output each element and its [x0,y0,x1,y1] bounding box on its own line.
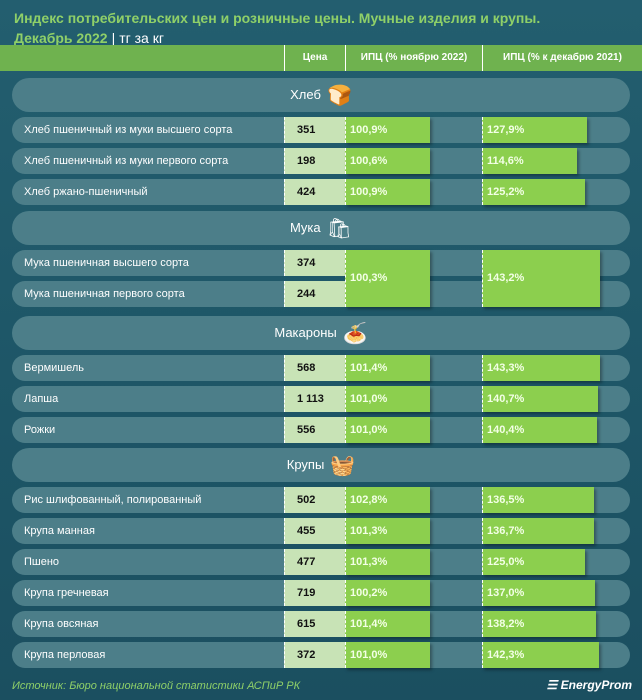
price-cell: 374 [284,250,345,276]
col-cpi-year: ИПЦ (% к декабрю 2021) [482,45,642,71]
cpi-month-bar: 100,9% [345,179,430,205]
page-title: Индекс потребительских цен и розничные ц… [14,10,541,26]
section-header: Мука 🛍 [12,211,630,245]
cpi-month-bar: 101,0% [345,386,430,412]
row-label: Хлеб ржано-пшеничный [24,186,148,198]
section-name: Макароны [274,325,337,340]
row-label: Лапша [24,393,59,405]
section-name: Мука [289,220,321,235]
cpi-year-bar: 136,5% [482,487,595,513]
section-header: Крупы 🧺 [12,448,630,482]
brand-logo: ☰ EnergyProm [547,678,632,692]
logo-icon: ☰ [546,678,561,692]
price-cell: 477 [284,549,345,575]
price-cell: 719 [284,580,345,606]
row-label: Мука пшеничная высшего сорта [24,257,189,269]
flour-sack-icon: 🛍 [326,217,353,240]
source-note: Источник: Бюро национальной статистики А… [12,680,301,692]
cpi-month-bar: 101,0% [345,417,430,443]
price-cell: 502 [284,487,345,513]
price-cell: 351 [284,117,345,143]
cpi-month-bar: 101,4% [345,355,430,381]
price-cell: 556 [284,417,345,443]
cpi-month-bar: 100,2% [345,580,430,606]
cpi-month-bar: 100,9% [345,117,430,143]
price-cell: 568 [284,355,345,381]
cpi-month-bar: 101,4% [345,611,430,637]
cpi-year-bar: 114,6% [482,148,577,174]
cpi-year-bar: 142,3% [482,642,599,668]
row-label: Крупа манная [24,525,95,537]
row-label: Пшено [24,556,60,568]
price-cell: 615 [284,611,345,637]
cpi-year-bar: 125,0% [482,549,585,575]
price-cell: 455 [284,518,345,544]
row-label: Хлеб пшеничный из муки высшего сорта [24,124,233,136]
price-cell: 244 [284,281,345,307]
cpi-month-bar: 100,3% [345,250,430,307]
cpi-year-bar: 143,3% [482,355,600,381]
cpi-year-bar: 138,2% [482,611,596,637]
cpi-month-bar: 100,6% [345,148,430,174]
pasta-plate-icon: 🍝 [342,322,368,345]
col-price: Цена [284,45,345,71]
period: Декабрь 2022 [14,30,108,46]
cpi-year-bar: 125,2% [482,179,586,205]
row-label: Крупа перловая [24,649,106,661]
row-label: Рис шлифованный, полированный [24,494,202,506]
cpi-year-bar: 127,9% [482,117,588,143]
bread-icon: 🍞 [326,84,352,107]
row-label: Хлеб пшеничный из муки первого сорта [24,155,229,167]
price-cell: 1 113 [284,386,345,412]
grain-basket-icon: 🧺 [330,454,356,477]
row-label: Вермишель [24,362,85,374]
cpi-year-bar: 137,0% [482,580,595,606]
cpi-year-bar: 140,4% [482,417,598,443]
row-label: Рожки [24,424,56,436]
brand-name: EnergyProm [560,678,632,692]
section-header: Хлеб 🍞 [12,78,630,112]
row-label: Крупа гречневая [24,587,109,599]
cpi-month-bar: 101,3% [345,549,430,575]
cpi-month-bar: 101,3% [345,518,430,544]
col-cpi-month: ИПЦ (% ноябрю 2022) [345,45,482,71]
unit: тг за кг [119,30,164,46]
row-label: Крупа овсяная [24,618,99,630]
price-cell: 424 [284,179,345,205]
cpi-year-bar: 143,2% [482,250,600,307]
cpi-year-bar: 140,7% [482,386,598,412]
cpi-month-bar: 101,0% [345,642,430,668]
section-name: Хлеб [290,87,321,102]
table-header: Цена ИПЦ (% ноябрю 2022) ИПЦ (% к декабр… [0,45,642,71]
price-cell: 372 [284,642,345,668]
section-name: Крупы [286,457,325,472]
row-label: Мука пшеничная первого сорта [24,288,185,300]
cpi-year-bar: 136,7% [482,518,595,544]
price-cell: 198 [284,148,345,174]
subtitle: Декабрь 2022 | тг за кг [14,30,164,46]
cpi-month-bar: 102,8% [345,487,430,513]
section-header: Макароны 🍝 [12,316,630,350]
